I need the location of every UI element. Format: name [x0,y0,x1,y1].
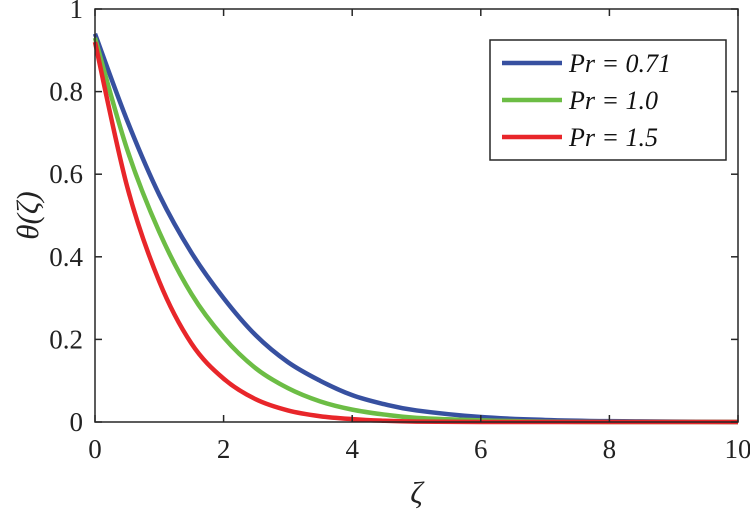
axes-box [94,8,739,423]
x-tick-label: 2 [217,434,231,464]
legend-label-3: Pr = 1.5 [568,123,658,152]
y-tick-label: 0.6 [49,159,83,189]
labels-layer: ζ θ(ζ) [10,191,425,510]
x-tick-label: 0 [88,434,102,464]
plot-area: 0 2 4 6 8 10 0 0.2 0.4 0.6 0.8 1 [49,0,750,464]
legend: Pr = 0.71 Pr = 1.0 Pr = 1.5 [489,39,727,161]
x-axis-label: ζ [410,475,425,510]
y-tick-label: 0.8 [49,77,83,107]
legend-label-2: Pr = 1.0 [568,86,658,115]
y-axis-label: θ(ζ) [10,191,45,239]
y-tick-label: 0.2 [49,324,83,354]
x-tick-label: 10 [725,434,750,464]
x-tick-label: 6 [474,434,488,464]
ticks-layer: 0 2 4 6 8 10 0 0.2 0.4 0.6 0.8 1 [49,0,750,464]
x-tick-label: 4 [345,434,359,464]
y-tick-label: 0 [70,407,84,437]
legend-label-1: Pr = 0.71 [568,49,671,78]
y-tick-label: 0.4 [49,242,83,272]
y-tick-label: 1 [70,0,84,24]
x-tick-label: 8 [603,434,617,464]
